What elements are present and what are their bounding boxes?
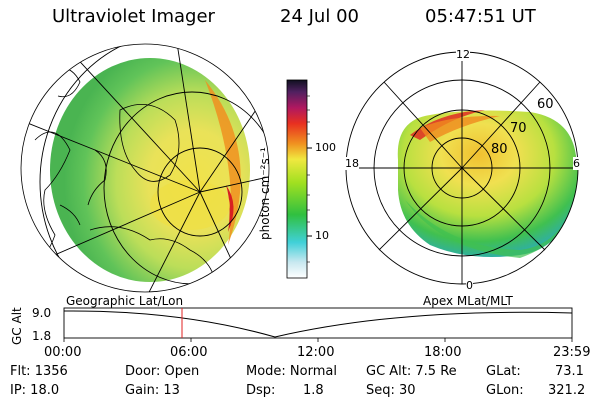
dsp-value: 1.8 [303,383,324,398]
time-tick-1200: 12:00 [297,345,335,360]
mlt-label-18: 18 [345,157,359,170]
date-label: 24 Jul 00 [280,6,359,27]
polar-image [345,51,579,285]
glat-value: 73.1 [555,364,584,379]
time-label: 05:47:51 UT [425,6,536,27]
dsp-label: Dsp: [246,383,276,398]
mode-value: Mode: Normal [246,364,337,379]
sequence-number: Seq: 30 [366,383,416,398]
colorbar [286,79,312,279]
mlt-label-6: 6 [573,157,580,170]
mlat-label-60: 60 [537,97,554,112]
flight-number: Flt: 1356 [10,364,68,379]
colorbar-unit-label: photon cm⁻²s⁻¹ [258,147,272,240]
gc-altitude: GC Alt: 7.5 Re [366,364,457,379]
time-tick-0000: 00:00 [44,345,82,360]
polar-plot-title: Apex MLat/MLT [423,294,513,308]
time-tick-2359: 23:59 [553,345,591,360]
geographic-image [20,43,270,293]
altitude-axis-label: GC Alt [10,307,24,345]
time-tick-1800: 18:00 [424,345,462,360]
colorbar-tick-10: 10 [315,229,329,242]
door-status: Door: Open [125,364,200,379]
gain-value: Gain: 13 [125,383,180,398]
ip-value: IP: 18.0 [10,383,60,398]
geo-plot-title: Geographic Lat/Lon [66,294,184,308]
mlat-label-80: 80 [491,142,508,157]
mlat-label-70: 70 [510,121,527,136]
mlt-label-0: 0 [466,279,473,292]
time-tick-0600: 06:00 [170,345,208,360]
instrument-title: Ultraviolet Imager [52,6,215,27]
glon-label: GLon: [486,383,524,398]
glon-value: 321.2 [548,383,586,398]
altitude-tick-9: 9.0 [32,306,52,320]
colorbar-tick-100: 100 [315,141,336,154]
altitude-tick-1-8: 1.8 [32,329,52,343]
altitude-chart [63,307,573,342]
mlt-label-12: 12 [456,48,470,61]
glat-label: GLat: [486,364,521,379]
